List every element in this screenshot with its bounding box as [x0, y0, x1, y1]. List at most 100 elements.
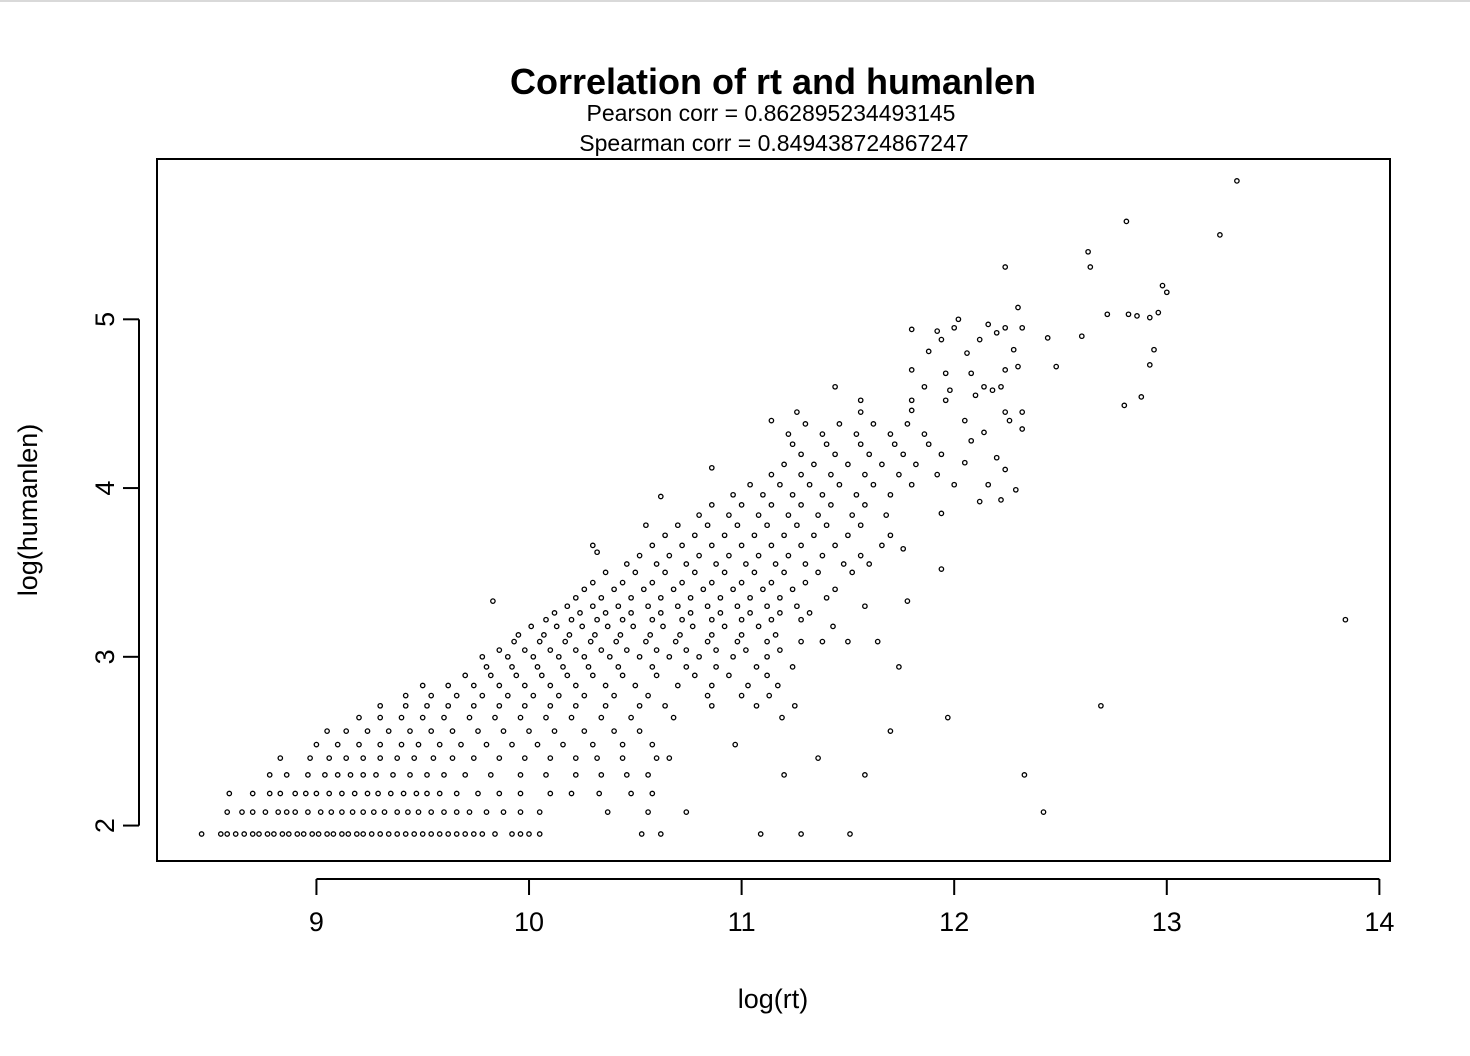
data-point [256, 831, 262, 837]
data-point [528, 623, 535, 630]
data-point [717, 610, 724, 616]
data-point [794, 409, 800, 415]
data-point [828, 471, 834, 478]
data-point [645, 692, 651, 699]
data-point [428, 728, 435, 734]
data-point [657, 493, 664, 500]
data-point [1019, 409, 1026, 415]
data-point [1015, 363, 1021, 370]
data-point [483, 741, 490, 748]
data-point [819, 638, 826, 645]
data-point [249, 790, 256, 797]
data-point [708, 542, 715, 549]
data-point [815, 512, 821, 518]
data-point [632, 569, 639, 576]
data-point [449, 755, 456, 761]
data-point [857, 552, 864, 559]
data-point [611, 692, 617, 699]
data-point [904, 421, 911, 427]
data-point [419, 831, 426, 837]
data-point [487, 672, 494, 679]
data-point [581, 653, 588, 660]
data-point [1078, 333, 1085, 340]
data-point [721, 569, 728, 576]
data-point [732, 741, 739, 748]
data-point [643, 638, 649, 645]
data-point [509, 831, 515, 837]
data-point [713, 664, 719, 670]
data-point [475, 728, 481, 734]
data-point [241, 831, 248, 837]
data-point [832, 586, 838, 593]
data-point [836, 421, 843, 427]
data-point [343, 728, 350, 734]
data-point [687, 594, 694, 601]
data-point [862, 471, 868, 478]
data-point [630, 623, 637, 630]
data-point [581, 692, 588, 699]
data-point [334, 772, 341, 778]
data-point [315, 831, 322, 837]
data-point [981, 429, 987, 436]
data-point [1123, 218, 1130, 225]
data-point [530, 653, 537, 660]
data-point [309, 831, 316, 837]
data-point [1085, 248, 1091, 255]
data-point [976, 498, 983, 505]
data-point [704, 603, 711, 610]
data-point [798, 451, 804, 458]
data-point [262, 809, 269, 815]
data-point [628, 714, 634, 721]
data-point [619, 616, 626, 623]
data-point [802, 421, 809, 427]
data-point [887, 728, 894, 734]
data-point [755, 623, 762, 630]
data-point [496, 702, 503, 709]
data-point [334, 741, 341, 748]
data-point [751, 532, 758, 539]
data-point [596, 790, 603, 797]
data-point [283, 809, 290, 815]
data-point [217, 831, 224, 837]
data-point [415, 809, 422, 815]
data-point [849, 569, 856, 576]
data-point [513, 672, 520, 679]
data-point [866, 451, 873, 458]
data-point [292, 790, 299, 797]
data-point [819, 491, 826, 498]
data-point [691, 532, 698, 539]
data-point [993, 329, 1000, 336]
data-point [364, 790, 371, 797]
data-point [385, 831, 392, 837]
data-point [326, 790, 333, 797]
data-point [511, 638, 517, 645]
data-point [572, 594, 579, 601]
data-point [587, 638, 594, 645]
data-point [602, 682, 609, 689]
data-point [436, 831, 443, 837]
data-point [462, 772, 469, 778]
data-point [645, 809, 651, 815]
data-point [679, 542, 685, 549]
data-points [198, 178, 1349, 837]
data-point [594, 616, 600, 623]
data-point [815, 755, 821, 761]
data-point [305, 772, 311, 778]
data-point [479, 653, 486, 660]
data-point [292, 809, 299, 815]
data-point [560, 741, 566, 748]
data-point [623, 561, 630, 567]
data-point [394, 831, 401, 837]
data-point [674, 522, 681, 529]
data-point [377, 831, 384, 837]
data-point [845, 638, 851, 645]
data-point [798, 616, 804, 623]
data-point [458, 741, 464, 748]
data-point [611, 586, 617, 593]
data-point [351, 790, 358, 797]
data-point [1006, 417, 1013, 424]
data-point [862, 502, 868, 508]
data-point [708, 682, 715, 689]
data-point [968, 370, 975, 377]
data-point [407, 772, 413, 778]
